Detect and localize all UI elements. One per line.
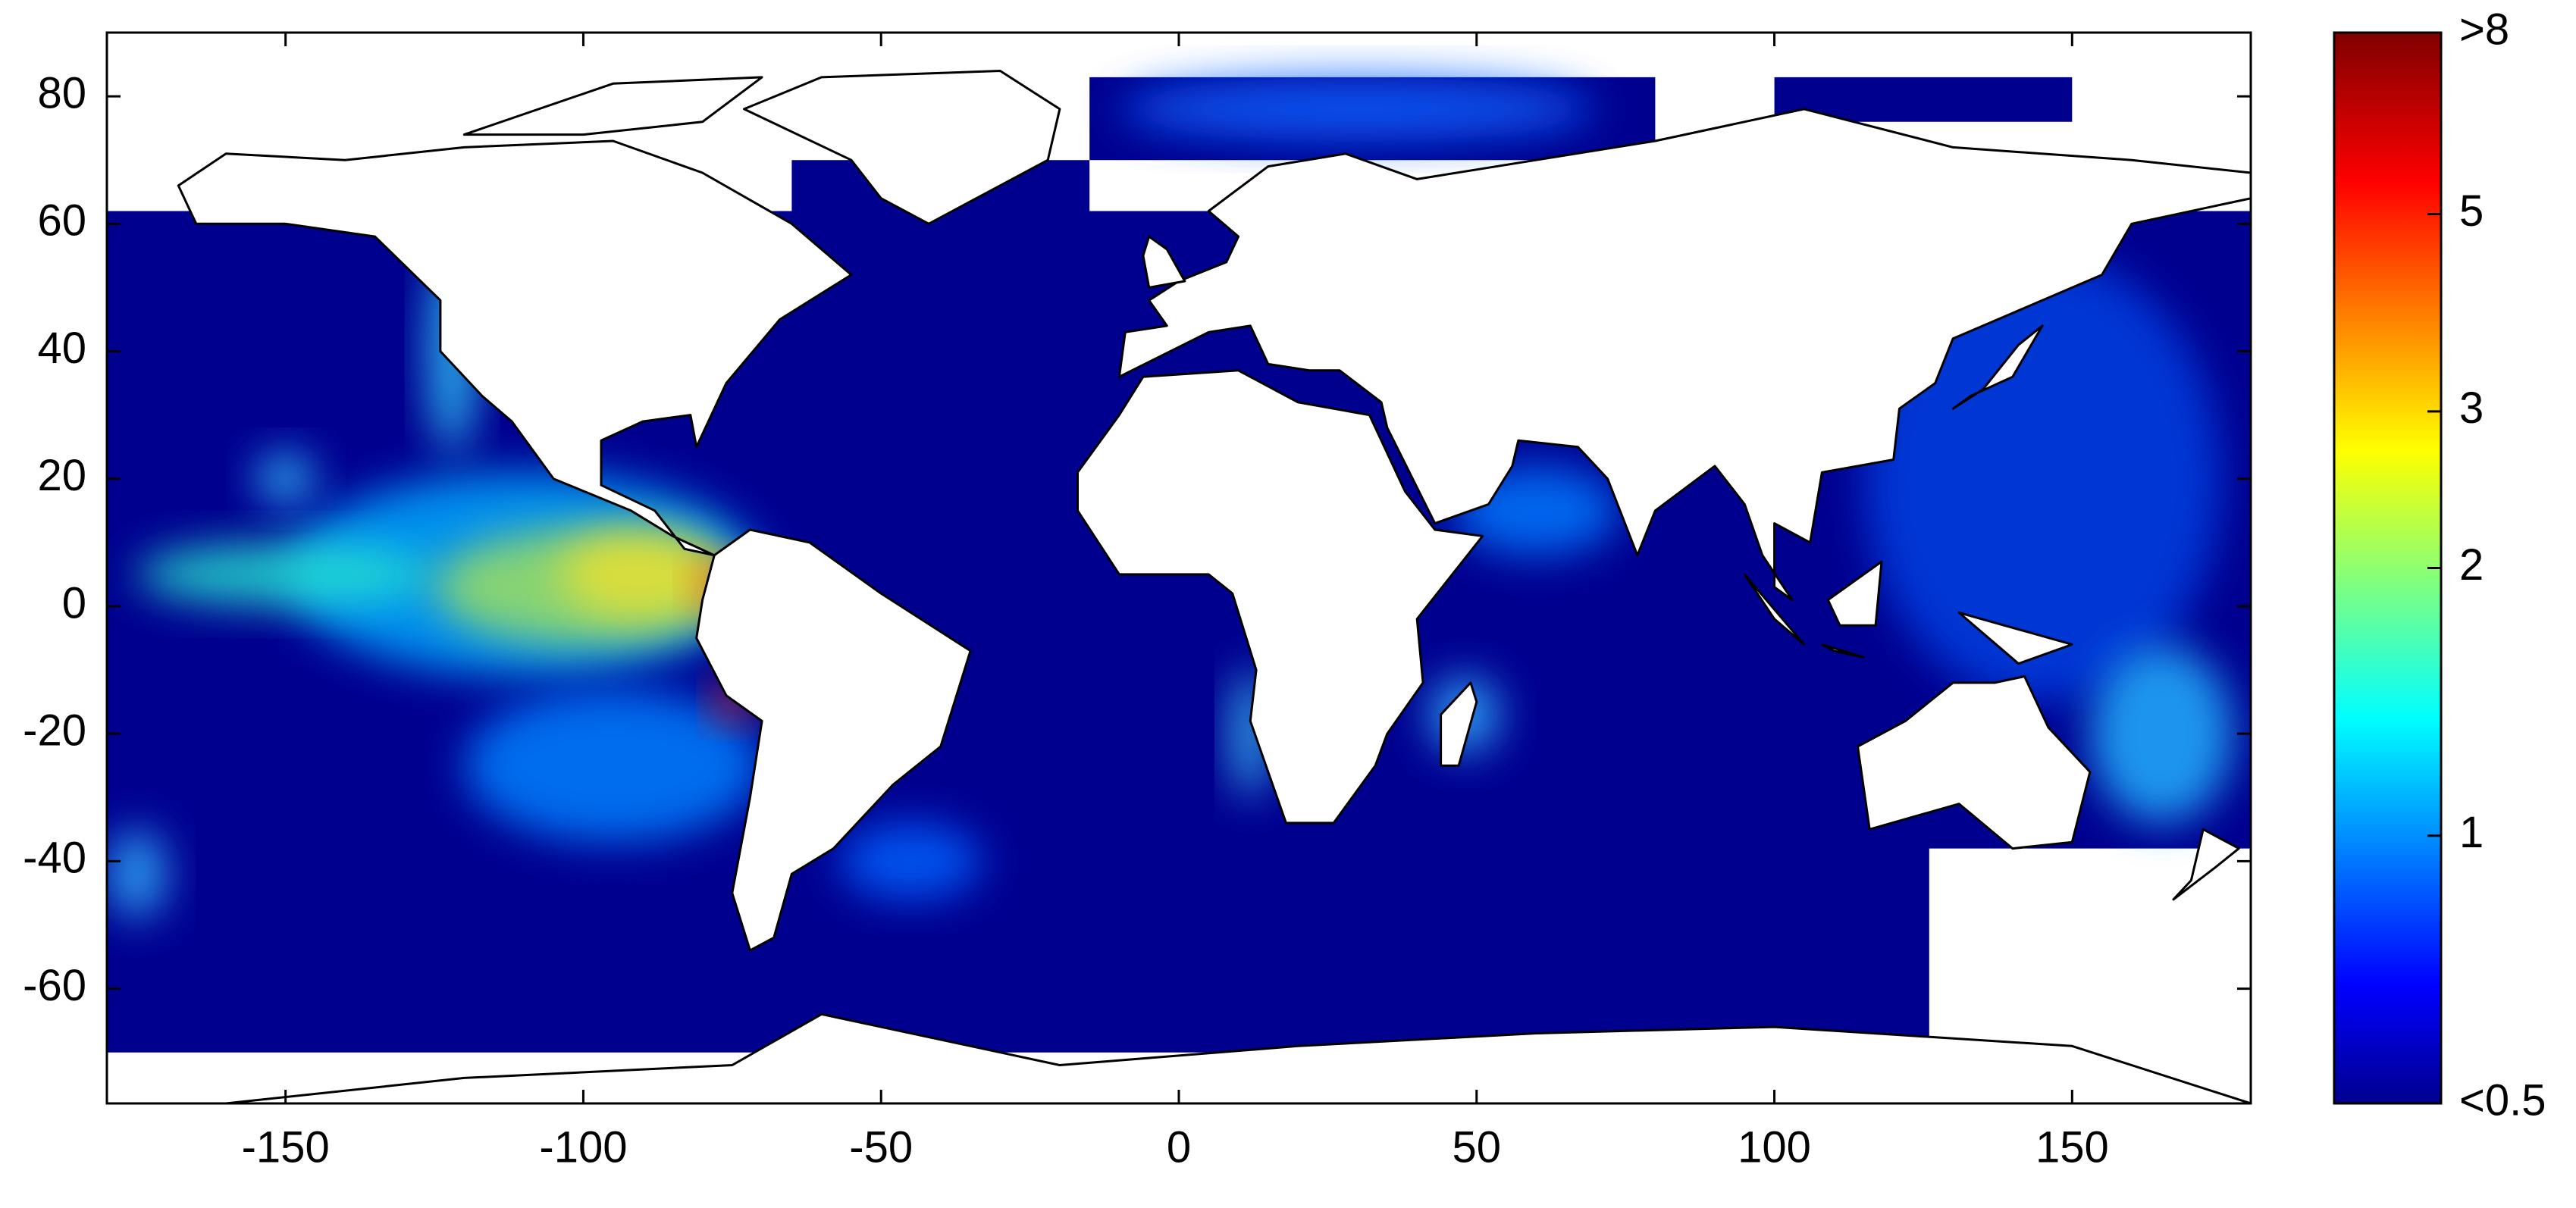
anomaly-blob [839, 822, 982, 900]
landmass [462, 76, 763, 136]
y-tick-label: 40 [37, 324, 86, 373]
colorbar-tick-label: 3 [2459, 383, 2484, 433]
landmass [2172, 828, 2240, 901]
map-area [107, 70, 2251, 1103]
landmass [1857, 675, 2092, 850]
colorbar-tick-label: 5 [2459, 186, 2484, 236]
ocean-field [1774, 77, 2073, 122]
x-tick-label: 100 [1738, 1122, 1811, 1172]
landmass [743, 70, 1061, 225]
colorbar-tick-label: 1 [2459, 808, 2484, 857]
landmass [1951, 324, 2044, 410]
landmass [1076, 369, 1484, 825]
anomaly-blob [136, 542, 435, 606]
x-tick-label: 50 [1453, 1122, 1502, 1172]
y-tick-label: -40 [23, 834, 86, 883]
anomaly-blob [1863, 255, 2221, 703]
anomaly-blob [2089, 644, 2233, 823]
anomaly-blob [559, 530, 726, 619]
landmass [1826, 560, 1883, 627]
landmass [1743, 573, 1806, 646]
landmass [1117, 108, 2251, 602]
landmass [1957, 611, 2073, 665]
x-tick-label: 150 [2035, 1122, 2109, 1172]
y-tick-label: -60 [23, 961, 86, 1010]
landmass [1820, 643, 1865, 659]
landmass [1440, 681, 1478, 767]
anomaly-blob [255, 453, 315, 505]
anomaly-blob [107, 829, 167, 919]
y-tick-label: -20 [23, 706, 86, 756]
y-tick-label: 0 [62, 578, 86, 627]
anomaly-blob [1119, 77, 1596, 141]
landmass [177, 139, 853, 557]
x-tick-label: 0 [1167, 1122, 1191, 1172]
landmass [695, 528, 972, 952]
colorbar [2333, 31, 2443, 1105]
landmass [1142, 235, 1186, 289]
x-tick-label: -100 [539, 1122, 627, 1172]
y-tick-label: 60 [37, 196, 86, 246]
y-tick-label: 80 [37, 68, 86, 117]
anomaly-blob [464, 689, 763, 843]
y-tick-label: 20 [37, 451, 86, 500]
colorbar-tick-label: <0.5 [2459, 1075, 2546, 1125]
x-tick-label: -50 [849, 1122, 913, 1172]
x-tick-label: -150 [242, 1122, 330, 1172]
colorbar-tick-label: 2 [2459, 540, 2484, 590]
landmass [107, 1012, 2251, 1103]
colorbar-tick-label: >8 [2459, 5, 2509, 54]
